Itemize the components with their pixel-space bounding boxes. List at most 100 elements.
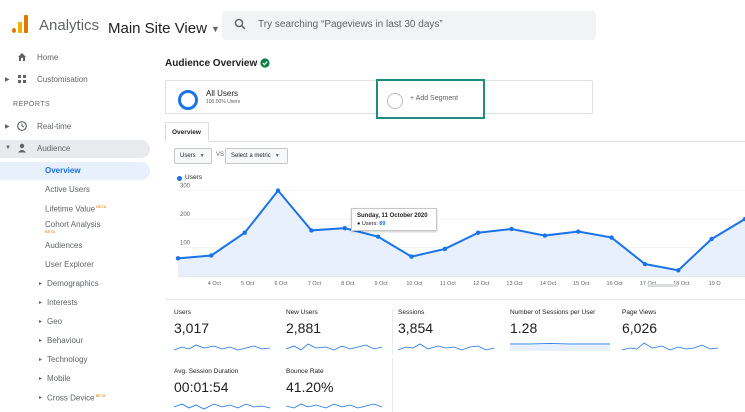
chevron-right-icon: ▸	[39, 376, 43, 382]
sidebar-item-active-users[interactable]: Active Users	[0, 181, 150, 199]
data-point[interactable]	[342, 225, 347, 231]
metric-users[interactable]: Users 3,017	[174, 309, 282, 363]
y-tick-label: 200	[180, 212, 191, 218]
compare-metric-select[interactable]: Select a metric ▼	[225, 148, 288, 164]
data-point[interactable]	[676, 268, 681, 273]
metric-sessions[interactable]: Sessions 3,854	[398, 309, 506, 363]
data-point[interactable]	[475, 230, 481, 235]
sidebar-item-label: Mobile	[47, 374, 71, 383]
main-content: Audience Overview All Users 100.00% User…	[160, 48, 745, 412]
verified-check-icon[interactable]	[260, 58, 270, 68]
chevron-right-icon: ▸	[39, 300, 43, 306]
sidebar-item-technology[interactable]: ▸ Technology	[0, 351, 150, 369]
sidebar-item-label: Cohort Analysis	[45, 220, 101, 229]
metric-name: New Users	[286, 309, 318, 316]
metric-avg-session-duration[interactable]: Avg. Session Duration 00:01:54	[174, 368, 282, 412]
reports-heading: REPORTS	[13, 101, 51, 108]
sidebar-item-mobile[interactable]: ▸ Mobile	[0, 370, 150, 388]
chevron-right-icon: ▶	[5, 77, 10, 83]
x-tick-label: 12 Oct	[473, 281, 490, 287]
data-point[interactable]	[609, 235, 614, 240]
sidebar-item-behaviour[interactable]: ▸ Behaviour	[0, 332, 150, 350]
y-tick-label: 300	[180, 184, 191, 190]
sidebar-item-audiences[interactable]: Audiences	[0, 237, 150, 255]
sidebar-item-interests[interactable]: ▸ Interests	[0, 294, 150, 312]
data-point[interactable]	[175, 256, 181, 261]
segment-name[interactable]: All Users	[206, 89, 239, 98]
sidebar-item-customisation[interactable]: ▶ Customisation	[0, 71, 150, 89]
sidebar-item-label: Audience	[37, 144, 71, 153]
data-point[interactable]	[409, 254, 414, 259]
add-segment-button[interactable]: + Add Segment	[376, 79, 485, 119]
x-tick-label: 10 Oct	[406, 281, 423, 287]
users-line-chart[interactable]: 100 200 300 4 Oct 5 Oct 6 Oct 7 Oct 8 Oct 9 Oct 1…	[160, 168, 745, 293]
x-tick-label: 16 Oct	[606, 281, 623, 287]
tooltip-value: ● Users: 89	[357, 221, 386, 227]
sidebar-item-demographics[interactable]: ▸ Demographics	[0, 275, 150, 293]
metric-sessions-per-user[interactable]: Number of Sessions per User 1.28	[510, 309, 618, 363]
sidebar-item-lifetime-value[interactable]: Lifetime ValueBETA	[0, 200, 150, 218]
metrics-divider	[392, 309, 393, 355]
data-point[interactable]	[375, 234, 381, 239]
data-point[interactable]	[309, 228, 314, 233]
sidebar-item-overview[interactable]: Overview	[0, 162, 150, 180]
sidebar-item-cohort-analysis[interactable]: Cohort Analysis BETA	[0, 216, 150, 238]
view-selector[interactable]: Main Site View ▼	[108, 20, 220, 37]
metric-select[interactable]: Users ▼	[174, 148, 212, 164]
beta-badge: BETA	[95, 393, 106, 398]
chevron-right-icon: ▸	[39, 395, 43, 401]
analytics-logo-icon[interactable]	[12, 15, 28, 33]
metric-value: 00:01:54	[174, 379, 229, 395]
data-point[interactable]	[542, 233, 548, 238]
x-tick-label: 6 Oct	[274, 281, 288, 287]
data-point[interactable]	[642, 261, 648, 267]
sparkline	[286, 403, 383, 409]
data-point[interactable]	[442, 246, 448, 252]
tooltip-date: Sunday, 11 October 2020	[357, 213, 428, 219]
data-point[interactable]	[576, 229, 581, 234]
chart-scrollbar[interactable]	[648, 284, 678, 287]
metric-value: 6,026	[622, 320, 658, 336]
metric-name: Page Views	[622, 309, 657, 316]
data-point[interactable]	[742, 216, 745, 222]
sidebar-item-audience[interactable]: ▼ Audience	[0, 140, 150, 158]
data-point[interactable]	[242, 230, 247, 235]
x-tick-label: 8 Oct	[341, 281, 355, 287]
metric-name: Users	[174, 309, 191, 316]
sidebar-item-label: Audiences	[45, 241, 83, 250]
x-tick-label: 15 Oct	[573, 281, 590, 287]
sidebar-item-label: Customisation	[37, 75, 88, 84]
metric-new-users[interactable]: New Users 2,881	[286, 309, 394, 363]
metric-value: 3,854	[398, 320, 434, 336]
data-point[interactable]	[709, 236, 714, 242]
compare-select-value: Select a metric	[231, 153, 271, 159]
chevron-down-icon: ▼	[5, 145, 11, 151]
x-tick-label: 5 Oct	[241, 281, 255, 287]
sparkline	[174, 344, 271, 351]
sidebar-item-home[interactable]: Home	[0, 49, 150, 67]
metric-value: 2,881	[286, 320, 322, 336]
tab-overview[interactable]: Overview	[165, 122, 209, 142]
metrics-divider	[165, 299, 745, 300]
sidebar-item-user-explorer[interactable]: User Explorer	[0, 256, 150, 274]
segment-ring-icon	[387, 93, 403, 109]
sidebar-item-realtime[interactable]: ▶ Real-time	[0, 118, 150, 136]
chevron-right-icon: ▸	[39, 357, 43, 363]
data-point[interactable]	[509, 226, 514, 232]
chevron-right-icon: ▸	[39, 281, 43, 287]
metric-page-views[interactable]: Page Views 6,026	[622, 309, 730, 363]
metric-bounce-rate[interactable]: Bounce Rate 41.20%	[286, 368, 394, 412]
sparkline	[622, 342, 719, 351]
data-point[interactable]	[275, 188, 281, 193]
sidebar-item-cross-device[interactable]: ▸ Cross DeviceBETA	[0, 389, 150, 407]
data-point[interactable]	[209, 253, 214, 258]
sidebar-item-geo[interactable]: ▸ Geo	[0, 313, 150, 331]
x-tick-label: 14 Oct	[540, 281, 557, 287]
sidebar-item-label: Home	[37, 53, 59, 62]
vs-label: VS	[216, 152, 225, 158]
x-tick-label: 13 Oct	[506, 281, 523, 287]
metrics-divider	[392, 358, 393, 412]
tab-divider	[165, 141, 745, 142]
legend-label: Users	[185, 174, 202, 181]
search-bar[interactable]: Try searching “Pageviews in last 30 days…	[222, 11, 596, 40]
